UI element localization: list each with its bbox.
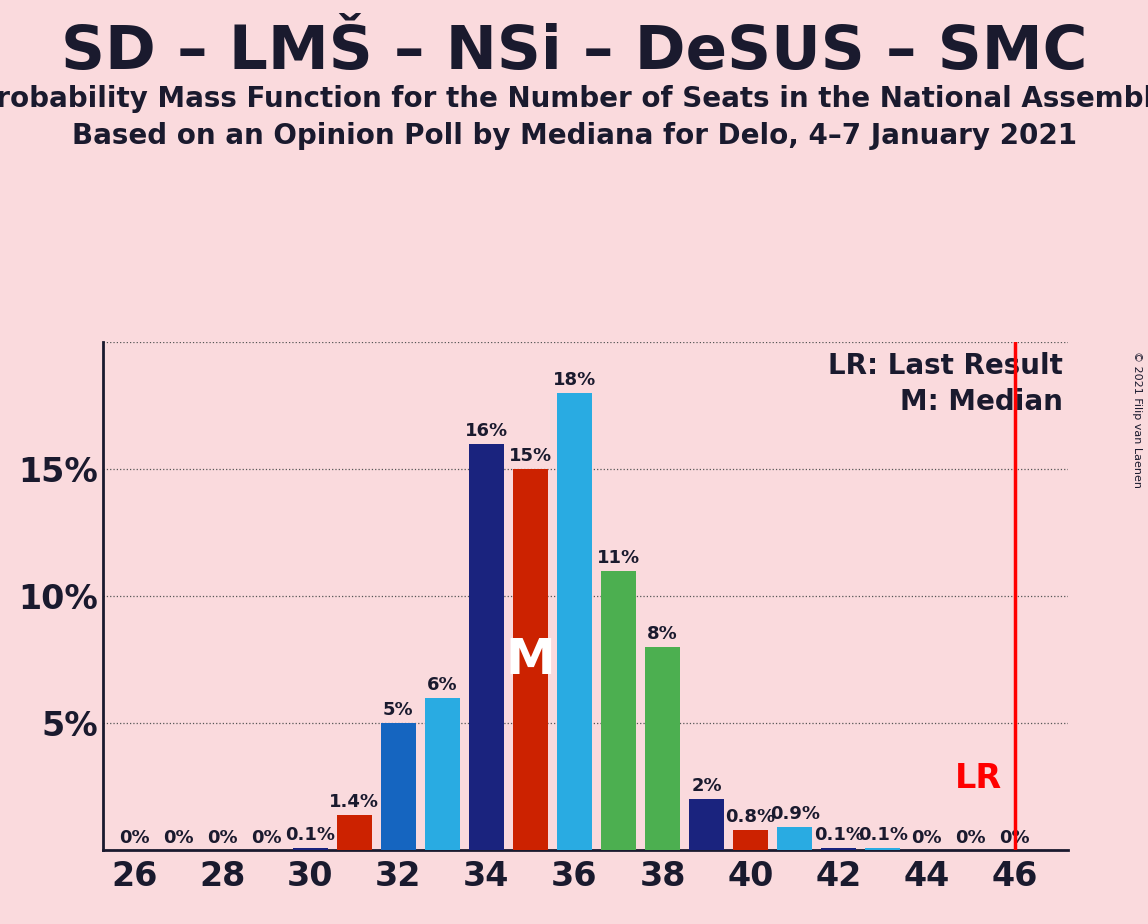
Text: 15%: 15% xyxy=(509,447,552,465)
Text: 0%: 0% xyxy=(119,829,149,847)
Bar xyxy=(381,723,416,850)
Text: SD – LMŠ – NSi – DeSUS – SMC: SD – LMŠ – NSi – DeSUS – SMC xyxy=(61,23,1087,82)
Text: LR: LR xyxy=(954,762,1001,796)
Text: 0%: 0% xyxy=(163,829,194,847)
Text: LR: Last Result: LR: Last Result xyxy=(829,352,1063,380)
Text: 0%: 0% xyxy=(955,829,986,847)
Text: 0%: 0% xyxy=(1000,829,1030,847)
Text: 0%: 0% xyxy=(251,829,281,847)
Text: 0.8%: 0.8% xyxy=(726,808,776,826)
Text: 0.1%: 0.1% xyxy=(285,826,335,844)
Text: 16%: 16% xyxy=(465,421,507,440)
Text: 11%: 11% xyxy=(597,549,641,566)
Bar xyxy=(468,444,504,850)
Text: 0.9%: 0.9% xyxy=(769,806,820,823)
Text: © 2021 Filip van Laenen: © 2021 Filip van Laenen xyxy=(1132,351,1142,488)
Text: 0.1%: 0.1% xyxy=(858,826,908,844)
Bar xyxy=(513,469,548,850)
Bar xyxy=(336,815,372,850)
Bar xyxy=(557,393,592,850)
Bar xyxy=(293,847,328,850)
Text: M: M xyxy=(505,636,556,684)
Bar xyxy=(732,830,768,850)
Text: 1.4%: 1.4% xyxy=(329,793,379,810)
Text: Probability Mass Function for the Number of Seats in the National Assembly: Probability Mass Function for the Number… xyxy=(0,85,1148,113)
Bar xyxy=(821,847,856,850)
Text: 18%: 18% xyxy=(553,371,596,389)
Text: Based on an Opinion Poll by Mediana for Delo, 4–7 January 2021: Based on an Opinion Poll by Mediana for … xyxy=(71,122,1077,150)
Bar xyxy=(425,698,460,850)
Text: 5%: 5% xyxy=(383,701,413,719)
Bar xyxy=(645,647,680,850)
Text: M: Median: M: Median xyxy=(900,388,1063,416)
Bar xyxy=(777,827,813,850)
Text: 0%: 0% xyxy=(912,829,943,847)
Bar xyxy=(689,799,724,850)
Bar xyxy=(600,570,636,850)
Text: 0.1%: 0.1% xyxy=(814,826,863,844)
Text: 2%: 2% xyxy=(691,777,722,796)
Text: 8%: 8% xyxy=(647,625,678,643)
Bar xyxy=(866,847,900,850)
Text: 0%: 0% xyxy=(207,829,238,847)
Text: 6%: 6% xyxy=(427,675,458,694)
